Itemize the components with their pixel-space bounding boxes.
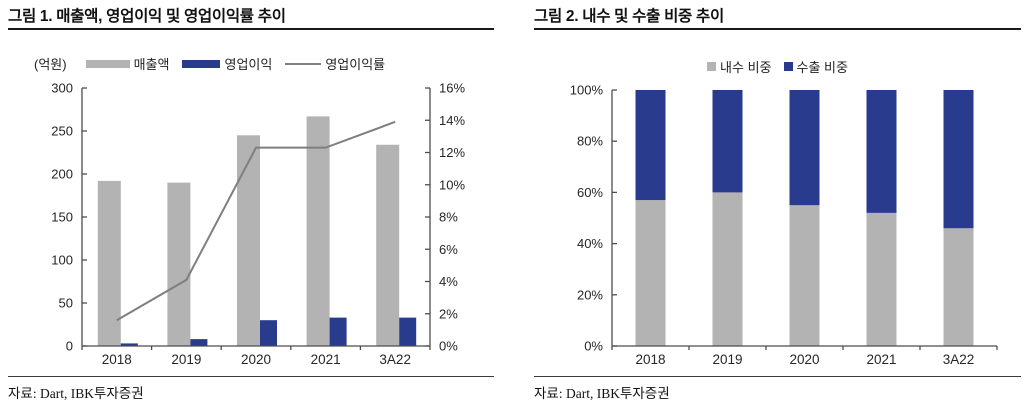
export-share-segment: [712, 90, 743, 193]
svg-text:20%: 20%: [577, 287, 603, 302]
domestic-share-segment: [712, 192, 743, 346]
svg-text:2019: 2019: [171, 352, 201, 367]
svg-text:60%: 60%: [577, 185, 603, 200]
figure2-legend: 내수 비중 수출 비중: [534, 57, 1021, 76]
svg-text:2020: 2020: [789, 352, 819, 367]
revenue-bar: [167, 182, 191, 346]
domestic-share-segment: [635, 200, 666, 346]
svg-text:0: 0: [66, 339, 73, 354]
svg-text:100%: 100%: [570, 83, 604, 98]
figure1-axes: [81, 87, 431, 350]
svg-text:6%: 6%: [439, 242, 458, 257]
figure1-panel: 그림 1. 매출액, 영업이익 및 영업이익률 추이 (억원) 매출액 영업이익…: [8, 0, 494, 408]
figure1-source-rule: [8, 376, 494, 377]
svg-text:0%: 0%: [439, 339, 458, 354]
export-share-segment: [635, 90, 666, 201]
svg-text:150: 150: [51, 210, 73, 225]
figure1-title: 그림 1. 매출액, 영업이익 및 영업이익률 추이: [8, 8, 286, 25]
operating-margin-line: [116, 120, 396, 322]
svg-text:16%: 16%: [439, 81, 465, 96]
figure2-source-rule: [534, 376, 1021, 377]
figure1-legend: (억원) 매출액 영업이익 영업이익률: [34, 54, 385, 73]
svg-text:14%: 14%: [439, 113, 465, 128]
export-share-segment: [866, 90, 897, 213]
operating-profit-swatch-icon: [182, 59, 221, 68]
domestic-share-swatch-icon: [707, 62, 717, 71]
svg-text:40%: 40%: [577, 236, 603, 251]
svg-text:3A22: 3A22: [379, 352, 411, 367]
figure1-title-rule: [8, 28, 494, 30]
legend-label-domestic-share: 내수 비중: [720, 60, 772, 75]
svg-text:2021: 2021: [866, 352, 896, 367]
revenue-bar: [237, 135, 260, 346]
export-share-segment: [943, 90, 974, 229]
export-share-swatch-icon: [783, 62, 793, 71]
legend-label-operating-profit: 영업이익: [224, 57, 273, 72]
svg-text:8%: 8%: [439, 210, 458, 225]
svg-text:3A22: 3A22: [943, 352, 975, 367]
svg-text:2020: 2020: [241, 352, 271, 367]
figure2-bars: [635, 90, 974, 346]
svg-text:2%: 2%: [439, 306, 458, 321]
svg-text:250: 250: [51, 124, 73, 139]
legend-item-operating-profit: 영업이익: [182, 54, 272, 73]
figure1-source: 자료: Dart, IBK투자증권: [8, 386, 144, 401]
revenue-bar: [306, 116, 330, 346]
legend-item-revenue: 매출액: [85, 54, 170, 73]
svg-text:2019: 2019: [712, 352, 742, 367]
svg-text:80%: 80%: [577, 134, 603, 149]
svg-text:12%: 12%: [439, 145, 465, 160]
operating-profit-bar: [399, 317, 417, 346]
figure1-chart-canvas: 0 50 100 150 200 250 300 0% 2% 4% 6% 8% 10% 12% 14% 16%…: [51, 81, 465, 368]
figure1-axis-labels: 0 50 100 150 200 250 300 0% 2% 4% 6% 8% 10% 12% 14% 16%…: [51, 81, 465, 368]
figure1-unit-label: (억원): [34, 57, 67, 72]
revenue-swatch-icon: [85, 59, 130, 68]
legend-label-revenue: 매출액: [133, 57, 170, 72]
figure2-panel: 그림 2. 내수 및 수출 비중 추이 내수 비중 수출 비중 0% 20% 40%…: [534, 0, 1021, 408]
svg-text:100: 100: [51, 253, 73, 268]
figure2-source: 자료: Dart, IBK투자증권: [534, 386, 670, 401]
svg-text:50: 50: [59, 296, 73, 311]
svg-text:0%: 0%: [584, 339, 603, 354]
domestic-share-segment: [866, 212, 897, 346]
figure2-chart-canvas: 0% 20% 40% 60% 80% 100% 2018 2019 2020 2021 3A22: [570, 83, 998, 368]
operating-margin-line-swatch-icon: [285, 62, 322, 65]
figure2-axis-labels: 0% 20% 40% 60% 80% 100% 2018 2019 2020 2021 3A22: [570, 83, 975, 368]
svg-text:2018: 2018: [102, 352, 132, 367]
svg-text:2021: 2021: [311, 352, 341, 367]
figure2-title: 그림 2. 내수 및 수출 비중 추이: [534, 8, 724, 25]
svg-text:300: 300: [51, 81, 73, 96]
legend-item-export-share: 수출 비중: [783, 57, 848, 76]
export-share-segment: [789, 90, 820, 206]
legend-label-export-share: 수출 비중: [796, 60, 848, 75]
figure2-axes: [611, 89, 998, 350]
svg-text:4%: 4%: [439, 274, 458, 289]
legend-item-domestic-share: 내수 비중: [707, 57, 772, 76]
legend-label-operating-margin: 영업이익률: [325, 57, 386, 72]
svg-text:2018: 2018: [635, 352, 665, 367]
domestic-share-segment: [943, 228, 974, 346]
operating-profit-bar: [260, 320, 277, 346]
revenue-bar: [376, 144, 400, 346]
figure2-title-rule: [534, 28, 1021, 30]
revenue-bar: [97, 180, 121, 346]
operating-profit-bar: [120, 343, 138, 346]
svg-text:200: 200: [51, 167, 73, 182]
operating-profit-bar: [329, 317, 347, 346]
operating-profit-bar: [190, 339, 208, 346]
domestic-share-segment: [789, 205, 820, 346]
figure1-bars: [97, 116, 417, 346]
legend-item-operating-margin: 영업이익률: [285, 54, 385, 73]
svg-text:10%: 10%: [439, 177, 465, 192]
